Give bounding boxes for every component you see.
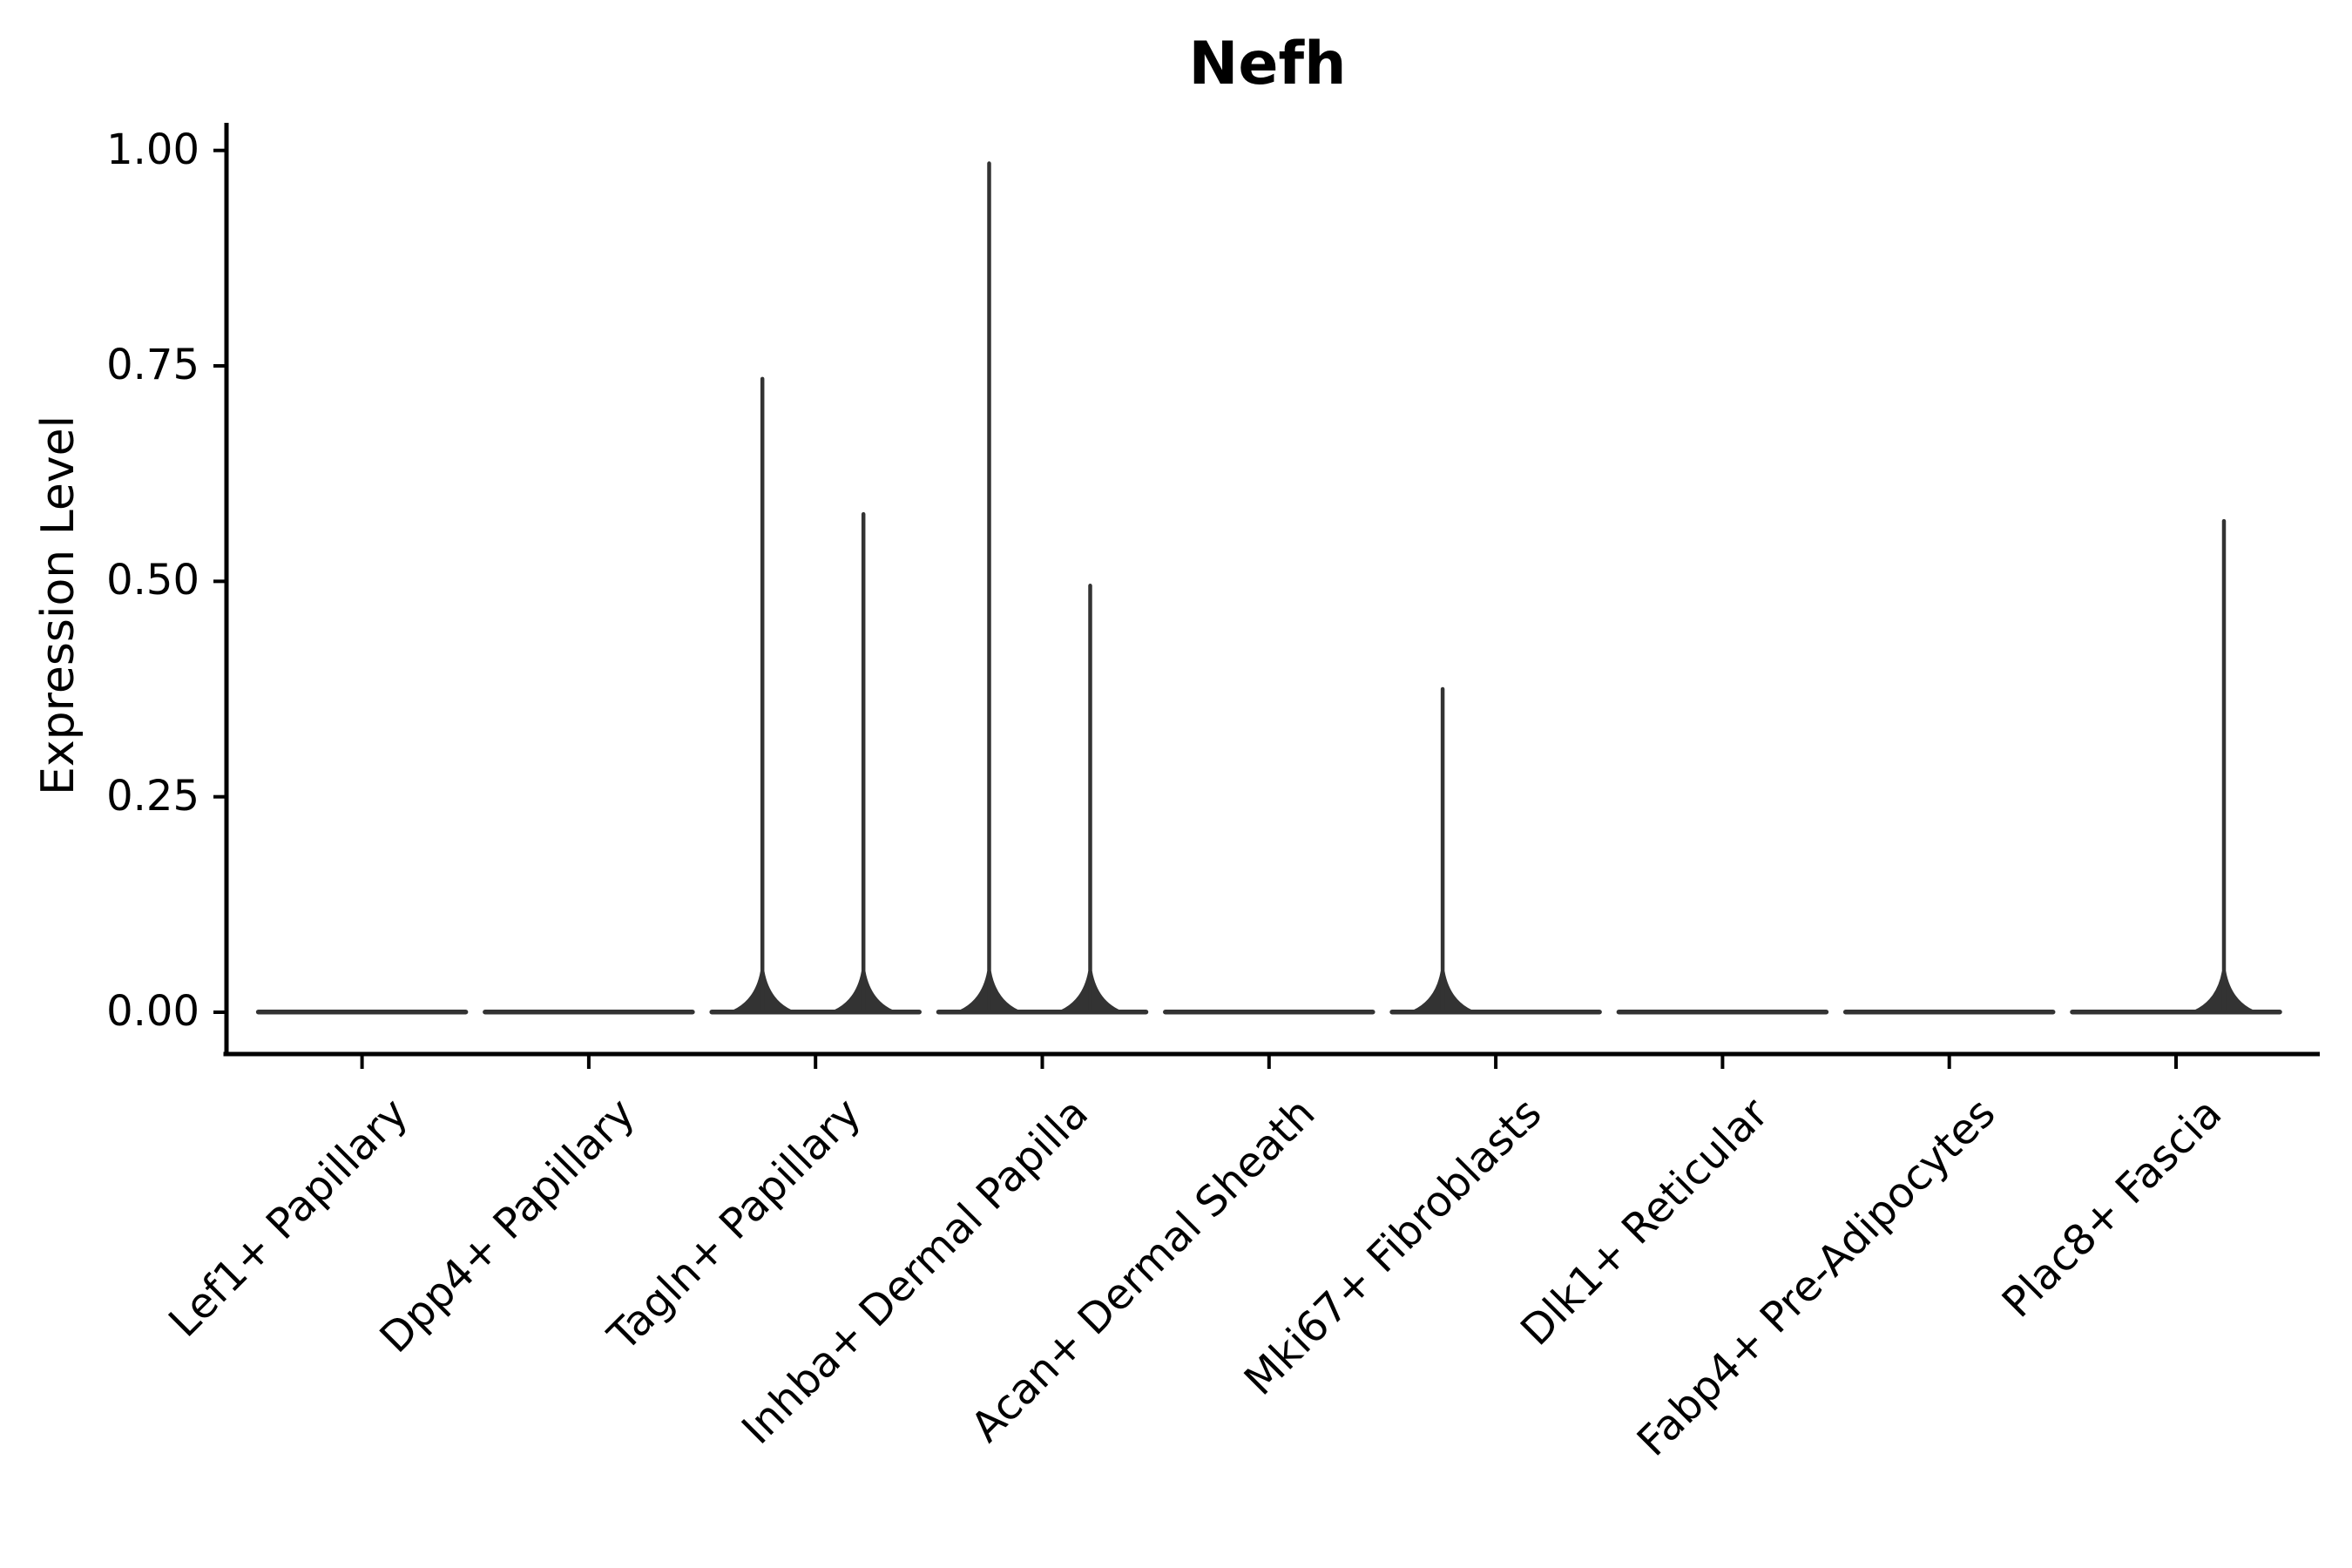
y-tick-label: 0.00 (106, 987, 199, 1036)
y-tick-label: 0.50 (106, 556, 199, 605)
chart-title: Nefh (1188, 30, 1347, 98)
y-tick-label: 1.00 (106, 125, 199, 174)
y-axis-label: Expression Level (32, 415, 84, 796)
y-tick-label: 0.25 (106, 771, 199, 821)
y-tick-label: 0.75 (106, 341, 199, 390)
